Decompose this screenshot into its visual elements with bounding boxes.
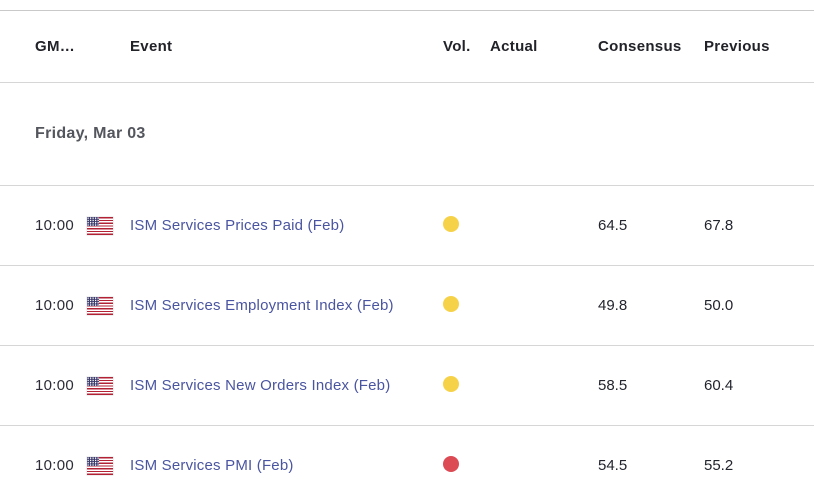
volatility-dot-icon — [443, 375, 459, 392]
column-header-consensus: Consensus — [598, 38, 682, 55]
event-link[interactable]: ISM Services Employment Index (Feb) — [130, 297, 394, 314]
event-link[interactable]: ISM Services Prices Paid (Feb) — [130, 217, 345, 234]
gmt-cell: 10:00 — [35, 456, 130, 475]
consensus-value: 58.5 — [598, 377, 628, 394]
consensus-value: 64.5 — [598, 217, 628, 234]
date-section-header: Friday, Mar 03 — [0, 83, 814, 186]
column-header-gmt: GM… — [35, 38, 76, 55]
consensus-value: 54.5 — [598, 457, 628, 474]
event-time: 10:00 — [35, 457, 75, 474]
vol-cell — [443, 215, 490, 236]
vol-cell — [443, 455, 490, 476]
previous-value: 67.8 — [704, 217, 734, 234]
volatility-dot-icon — [443, 455, 459, 472]
previous-value: 55.2 — [704, 457, 734, 474]
column-header-actual: Actual — [490, 38, 538, 55]
us-flag-icon — [87, 376, 114, 395]
gmt-cell: 10:00 — [35, 376, 130, 395]
table-row[interactable]: 10:00 ISM Services Prices Paid (Feb) 64.… — [0, 186, 814, 266]
column-header-previous: Previous — [704, 38, 770, 55]
gmt-cell: 10:00 — [35, 216, 130, 235]
date-label: Friday, Mar 03 — [35, 125, 146, 142]
column-header-event: Event — [130, 38, 173, 55]
column-header-vol: Vol. — [443, 38, 471, 55]
event-time: 10:00 — [35, 217, 75, 234]
economic-calendar-table: GM… Event Vol. Actual Consensus Previous… — [0, 10, 814, 497]
previous-value: 50.0 — [704, 297, 734, 314]
table-row[interactable]: 10:00 ISM Services Employment Index (Feb… — [0, 266, 814, 346]
event-link[interactable]: ISM Services PMI (Feb) — [130, 457, 294, 474]
table-row[interactable]: 10:00 ISM Services PMI (Feb) 54.5 55.2 — [0, 426, 814, 497]
volatility-dot-icon — [443, 215, 459, 232]
table-top-divider — [0, 10, 814, 11]
us-flag-icon — [87, 456, 114, 475]
event-time: 10:00 — [35, 377, 75, 394]
table-row[interactable]: 10:00 ISM Services New Orders Index (Feb… — [0, 346, 814, 426]
volatility-dot-icon — [443, 295, 459, 312]
us-flag-icon — [87, 216, 114, 235]
event-time: 10:00 — [35, 297, 75, 314]
consensus-value: 49.8 — [598, 297, 628, 314]
vol-cell — [443, 295, 490, 316]
previous-value: 60.4 — [704, 377, 734, 394]
vol-cell — [443, 375, 490, 396]
gmt-cell: 10:00 — [35, 296, 130, 315]
us-flag-icon — [87, 296, 114, 315]
event-link[interactable]: ISM Services New Orders Index (Feb) — [130, 377, 391, 394]
table-header-row: GM… Event Vol. Actual Consensus Previous — [0, 11, 814, 83]
